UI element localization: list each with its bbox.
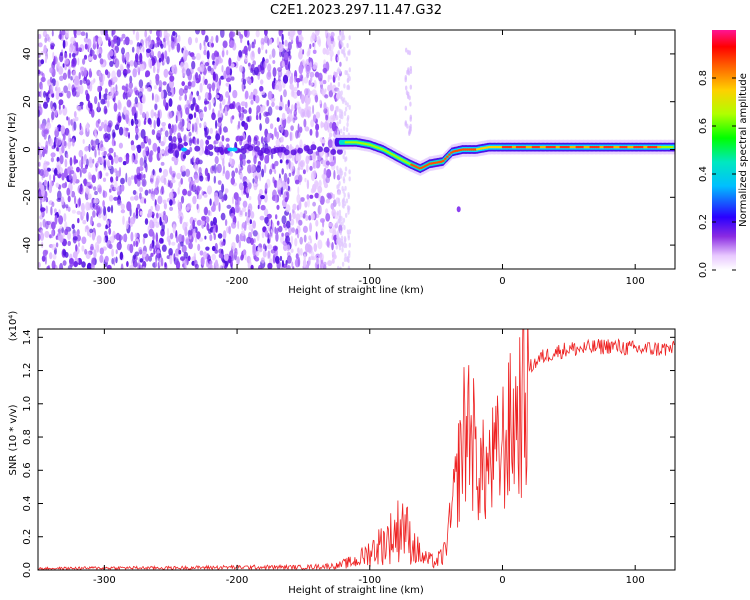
snr-x-axis-label: Height of straight line (km): [288, 585, 424, 596]
spectrogram-heatmap: [38, 30, 675, 269]
snr-panel: -300 -200 -100 0 100 0.0 0.2 0.4 0.6 0.8 1.0 1.2 1.…: [8, 311, 676, 596]
spectrogram-y-tick-label: 20: [22, 95, 33, 108]
colorbar-ticks: 0.0 0.2 0.4 0.6 0.8: [698, 70, 736, 278]
snr-y-axis-label: SNR (10 * v/v): [8, 404, 19, 475]
colorbar-tick-label: 0.8: [698, 70, 709, 86]
snr-y-tick-label: 0.2: [22, 529, 33, 545]
snr-x-tick-label: -200: [226, 575, 249, 586]
snr-x-tick-label: 0: [499, 575, 505, 586]
figure-title: C2E1.2023.297.11.47.G32: [270, 3, 442, 18]
colorbar: 0.0 0.2 0.4 0.6 0.8 Normalized spectral ampl…: [698, 30, 749, 278]
snr-y-ticks: 0.0 0.2 0.4 0.6 0.8 1.0 1.2 1.4: [22, 329, 675, 578]
spectrogram-x-tick-label: -100: [358, 276, 381, 287]
spectrogram-y-tick-label: -40: [22, 237, 33, 253]
snr-frame: [37, 328, 676, 571]
spectrogram-x-ticks: -300 -200 -100 0 100: [93, 30, 645, 287]
spectrogram-x-axis-label: Height of straight line (km): [288, 285, 424, 296]
spectrogram-y-tick-label: -20: [22, 189, 33, 205]
snr-y-tick-label: 0.4: [22, 496, 33, 512]
colorbar-tick-label: 0.4: [698, 166, 709, 182]
snr-x-ticks: -300 -200 -100 0 100: [93, 329, 645, 586]
snr-plot-area: [38, 329, 675, 570]
snr-line: [38, 329, 675, 570]
colorbar-label: Normalized spectral amplitude: [738, 73, 749, 227]
snr-x-tick-label: -100: [358, 575, 381, 586]
colorbar-tick-label: 0.2: [698, 214, 709, 230]
snr-y-multiplier: (x10⁴): [8, 311, 19, 342]
spectrogram-x-tick-label: 0: [499, 276, 505, 287]
spectrogram-x-tick-label: -200: [226, 276, 249, 287]
spectrogram-y-axis-label: Frequency (Hz): [7, 112, 18, 188]
colorbar-tick-label: 0.6: [698, 118, 709, 134]
colorbar-tick-label: 0.0: [698, 262, 709, 278]
spectrogram-y-tick-label: 40: [22, 48, 33, 61]
snr-x-tick-label: 100: [626, 575, 645, 586]
snr-y-tick-label: 1.0: [22, 396, 33, 412]
spectrogram-x-tick-label: -300: [93, 276, 116, 287]
snr-y-tick-label: 0.6: [22, 462, 33, 478]
snr-y-tick-label: 0.0: [22, 562, 33, 578]
snr-y-tick-label: 0.8: [22, 429, 33, 445]
snr-y-tick-label: 1.4: [22, 329, 33, 345]
snr-x-tick-label: -300: [93, 575, 116, 586]
spectrogram-x-tick-label: 100: [626, 276, 645, 287]
colorbar-gradient: [712, 30, 736, 270]
spectrogram-y-ticks: -40 -20 0 20 40: [22, 48, 675, 253]
spectrogram-y-tick-label: 0: [22, 146, 33, 152]
snr-y-tick-label: 1.2: [22, 363, 33, 379]
